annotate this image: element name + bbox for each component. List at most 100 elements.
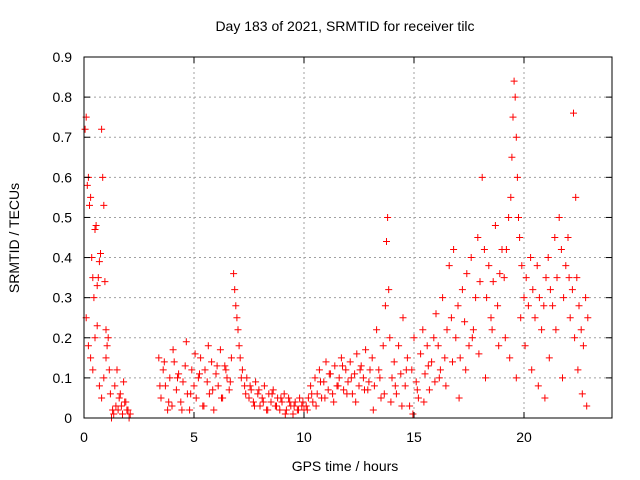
grid-lines bbox=[84, 57, 612, 418]
data-point bbox=[90, 294, 98, 302]
data-point bbox=[570, 109, 577, 117]
data-point bbox=[203, 378, 211, 386]
data-point bbox=[485, 262, 493, 270]
data-point bbox=[456, 354, 464, 362]
data-point bbox=[559, 374, 566, 382]
data-point bbox=[390, 358, 398, 366]
data-point bbox=[381, 302, 389, 310]
data-point bbox=[373, 326, 381, 334]
data-point bbox=[216, 346, 224, 354]
data-point bbox=[387, 398, 395, 406]
data-point bbox=[501, 334, 509, 342]
data-point bbox=[401, 382, 409, 390]
data-point bbox=[213, 362, 221, 370]
data-point bbox=[531, 314, 539, 322]
data-point bbox=[235, 342, 243, 350]
data-point bbox=[412, 378, 420, 386]
data-point bbox=[508, 153, 516, 161]
y-tick-label: 0.5 bbox=[53, 209, 73, 225]
data-point bbox=[430, 334, 438, 342]
data-point bbox=[232, 302, 240, 310]
data-point bbox=[380, 390, 388, 398]
data-point bbox=[518, 262, 526, 270]
data-point bbox=[516, 234, 524, 241]
data-point bbox=[535, 294, 543, 302]
data-point bbox=[177, 398, 185, 406]
data-point bbox=[285, 394, 293, 402]
data-point bbox=[544, 254, 552, 262]
data-point bbox=[534, 382, 542, 390]
data-point bbox=[461, 318, 469, 326]
data-point bbox=[187, 390, 195, 398]
data-point bbox=[86, 201, 93, 209]
data-point bbox=[237, 374, 245, 382]
data-point bbox=[181, 362, 189, 370]
data-point bbox=[119, 410, 126, 418]
data-point bbox=[280, 390, 288, 398]
data-point bbox=[505, 213, 513, 221]
data-point bbox=[344, 378, 352, 386]
data-point bbox=[155, 354, 163, 362]
data-point bbox=[165, 398, 173, 406]
data-point bbox=[512, 133, 520, 141]
data-point bbox=[575, 302, 583, 310]
data-point bbox=[102, 326, 110, 334]
data-point bbox=[95, 258, 103, 266]
data-point bbox=[236, 354, 244, 362]
data-point bbox=[238, 366, 246, 374]
data-point bbox=[384, 213, 392, 221]
data-point bbox=[110, 410, 118, 418]
data-point bbox=[478, 173, 486, 181]
data-point bbox=[368, 354, 376, 362]
data-point bbox=[123, 406, 131, 414]
data-point bbox=[528, 366, 536, 374]
data-point bbox=[529, 286, 537, 294]
data-point bbox=[353, 350, 361, 358]
data-point bbox=[194, 374, 202, 382]
data-point bbox=[267, 398, 275, 406]
data-point bbox=[307, 382, 315, 390]
data-point bbox=[103, 342, 111, 350]
data-point bbox=[474, 234, 482, 241]
y-tick-label: 0.6 bbox=[53, 169, 73, 185]
y-tick-label: 0.9 bbox=[53, 49, 73, 65]
data-point bbox=[210, 406, 218, 414]
data-point bbox=[83, 181, 91, 189]
data-point bbox=[439, 294, 447, 302]
data-point bbox=[436, 366, 444, 374]
data-point bbox=[94, 274, 102, 282]
data-point bbox=[255, 386, 263, 394]
data-point bbox=[91, 225, 99, 233]
data-point bbox=[281, 410, 289, 418]
chart-title: Day 183 of 2021, SRMTID for receiver til… bbox=[215, 18, 474, 34]
data-point bbox=[84, 342, 92, 350]
x-tick-label: 0 bbox=[80, 429, 88, 445]
data-point bbox=[259, 398, 267, 406]
data-point bbox=[227, 354, 235, 362]
data-point bbox=[160, 358, 168, 366]
data-point bbox=[540, 302, 548, 310]
data-point bbox=[92, 221, 100, 229]
data-point bbox=[574, 366, 582, 374]
data-point bbox=[483, 294, 491, 302]
data-point bbox=[339, 362, 346, 370]
data-point bbox=[209, 386, 217, 394]
data-point bbox=[379, 342, 387, 350]
data-point bbox=[495, 342, 503, 350]
data-point bbox=[546, 286, 554, 294]
data-point bbox=[450, 246, 458, 254]
data-point bbox=[312, 402, 320, 410]
data-point bbox=[432, 310, 440, 318]
data-point bbox=[221, 362, 229, 370]
data-point bbox=[100, 201, 108, 209]
data-point bbox=[329, 390, 337, 398]
data-point bbox=[245, 394, 253, 402]
data-point bbox=[273, 402, 280, 410]
data-point bbox=[81, 125, 89, 133]
data-point bbox=[355, 382, 363, 390]
data-point bbox=[468, 334, 476, 342]
data-point bbox=[282, 406, 290, 414]
data-point bbox=[126, 410, 134, 418]
data-point bbox=[454, 302, 462, 310]
data-point bbox=[200, 402, 208, 410]
